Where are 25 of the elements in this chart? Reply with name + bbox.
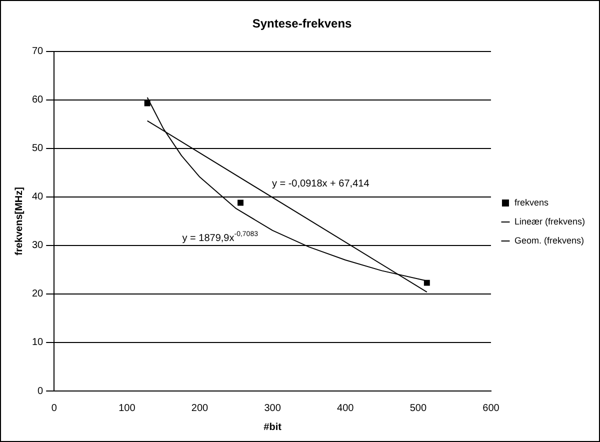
legend-label: frekvens <box>514 197 549 208</box>
point <box>144 100 150 106</box>
point <box>238 200 244 206</box>
y-tick-label: 60 <box>32 94 44 106</box>
y-tick-label: 70 <box>32 46 44 58</box>
y-tick-label: 30 <box>32 240 44 252</box>
legend-label: Lineær (frekvens) <box>514 216 586 226</box>
x-tick-label: 100 <box>118 402 136 414</box>
y-axis-title: frekvens[MHz] <box>14 187 25 256</box>
annotation: y = -0,0918x + 67,414 <box>272 178 370 190</box>
x-tick-label: 300 <box>264 402 282 414</box>
y-tick-label: 20 <box>32 288 44 300</box>
x-tick-label: 600 <box>482 402 500 414</box>
x-axis-title: #bit <box>264 422 282 433</box>
y-tick-label: 10 <box>32 337 44 348</box>
legend-label: Geom. (frekvens) <box>514 235 584 246</box>
y-tick-label: 40 <box>32 192 44 203</box>
x-tick-label: 400 <box>337 402 354 414</box>
y-tick-label: 50 <box>32 143 44 154</box>
x-tick-label: 200 <box>191 402 209 414</box>
x-tick-label: 500 <box>410 402 427 414</box>
point <box>424 280 430 286</box>
y-tick-label: 0 <box>38 386 44 397</box>
chart-title: Syntese-frekvens <box>252 16 352 31</box>
x-tick-label: 0 <box>51 402 58 414</box>
